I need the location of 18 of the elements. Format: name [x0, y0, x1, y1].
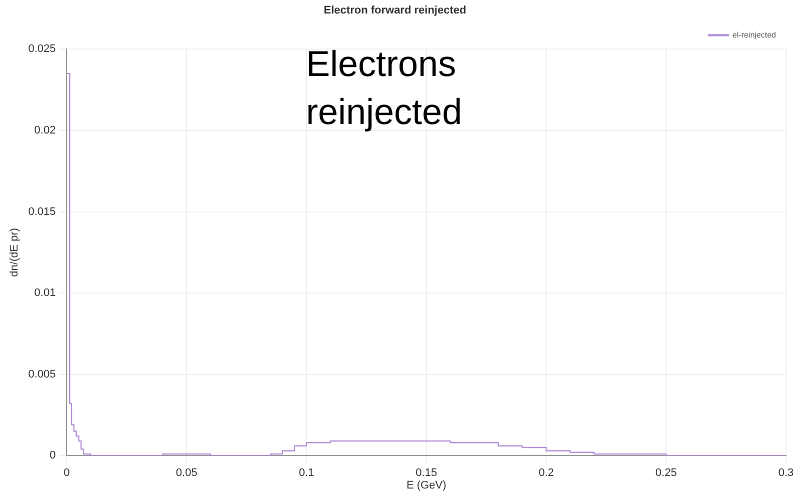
x-tick-label: 0.25 — [655, 467, 677, 480]
x-tick-label: 0.2 — [538, 467, 554, 480]
y-tick-label: 0.01 — [34, 287, 56, 300]
x-tick-label: 0.3 — [778, 467, 794, 480]
x-tick-label: 0.1 — [298, 467, 314, 480]
annotation: Electrons reinjected — [306, 42, 464, 134]
legend-label: el-reinjected — [732, 30, 776, 40]
y-tick-label: 0 — [50, 450, 56, 462]
x-axis-title: E (GeV) — [406, 479, 446, 492]
x-tick-label: 0.15 — [416, 467, 438, 480]
x-tick-label: 0 — [64, 467, 70, 480]
y-tick-label: 0.02 — [34, 124, 56, 137]
x-tick-label: 0.05 — [176, 467, 198, 480]
y-tick-label: 0.005 — [28, 368, 56, 380]
y-tick-label: 0.015 — [28, 206, 56, 218]
y-tick-label: 0.025 — [28, 43, 56, 56]
y-axis-title: dn/(dE pr) — [8, 228, 21, 277]
chart-title: Electron forward reinjected — [324, 4, 466, 17]
